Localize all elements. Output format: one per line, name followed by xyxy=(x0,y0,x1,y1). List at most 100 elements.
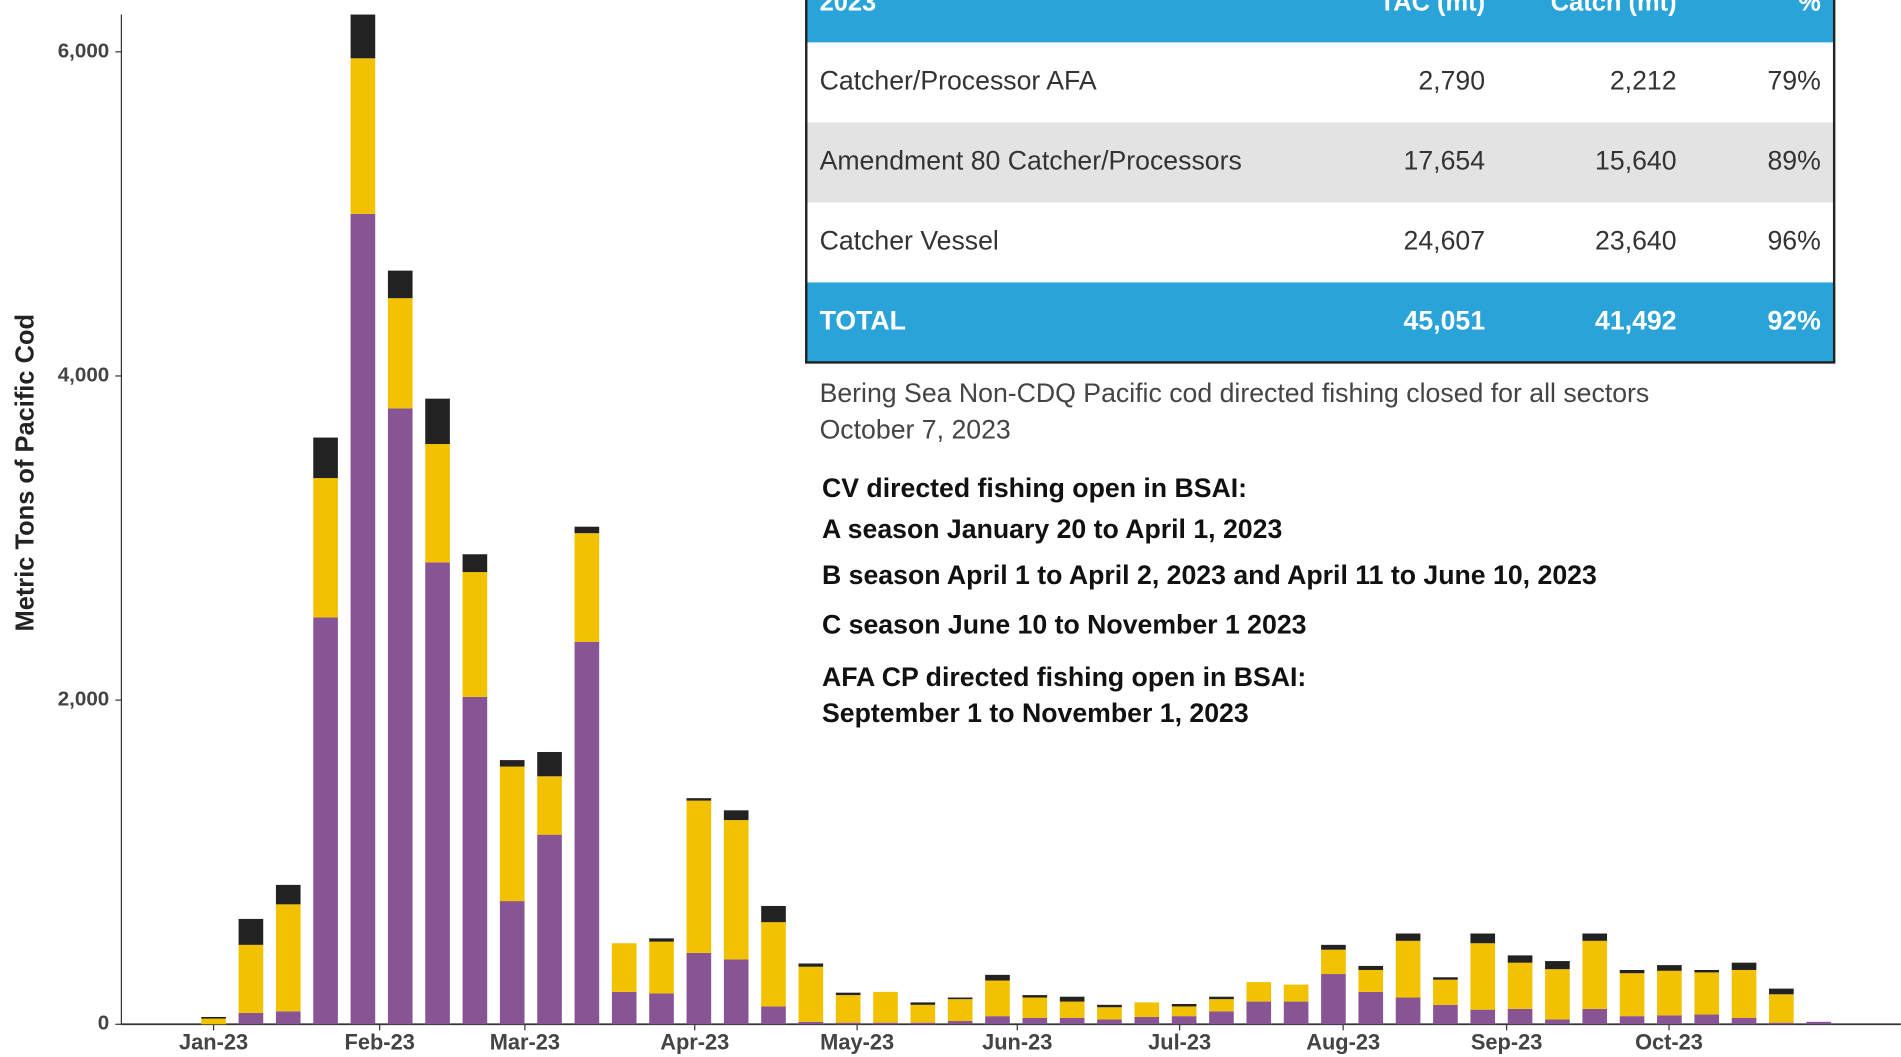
table-cell: Amendment 80 Catcher/Processors xyxy=(820,145,1242,175)
bar-segment xyxy=(238,1012,264,1025)
table-cell: 2,790 xyxy=(1418,65,1485,95)
bar-segment xyxy=(835,1022,861,1025)
table-header-cell: Catch (mt) xyxy=(1551,0,1677,16)
season-line: September 1 to November 1, 2023 xyxy=(822,698,1249,728)
bar-segment xyxy=(1694,972,1720,1015)
bar-segment xyxy=(537,776,562,835)
bar-segment xyxy=(649,993,674,1025)
bar-segment xyxy=(275,1011,301,1025)
table-row-bg xyxy=(806,202,1835,283)
bar-segment xyxy=(761,922,786,1007)
bar-segment xyxy=(1246,982,1272,1002)
bar-segment xyxy=(462,696,488,1025)
bar-segment xyxy=(1694,1014,1720,1025)
table-cell: 2,212 xyxy=(1610,65,1677,95)
bar-segment xyxy=(425,562,450,1025)
bar-segment xyxy=(1209,999,1234,1012)
bar-segment xyxy=(947,997,973,1000)
bar-segment xyxy=(873,1022,898,1025)
bar-segment xyxy=(499,760,525,767)
bar-segment xyxy=(1097,1007,1122,1020)
bar-segment xyxy=(1769,988,1794,995)
bar-segment xyxy=(387,270,413,299)
bar-segment xyxy=(1097,1019,1122,1025)
x-tick-label: Aug-23 xyxy=(1306,1029,1380,1054)
bar-segment xyxy=(574,641,600,1025)
bar-segment xyxy=(1657,970,1682,1016)
bar-segment xyxy=(1395,940,1421,998)
table-cell: Catcher/Processor AFA xyxy=(820,65,1097,95)
table-cell: 79% xyxy=(1767,65,1820,95)
bar-segment xyxy=(1395,933,1421,941)
bar-segment xyxy=(947,1021,973,1025)
bar-segment xyxy=(350,58,376,214)
bar-segment xyxy=(574,533,600,642)
table-cell: 23,640 xyxy=(1595,225,1677,255)
bar-segment xyxy=(1059,1001,1085,1018)
bar-segment xyxy=(425,444,450,563)
bar-segment xyxy=(1806,1021,1832,1025)
table-total-cell: 92% xyxy=(1767,305,1820,335)
bar-segment xyxy=(761,905,786,923)
bar-segment xyxy=(1582,933,1608,941)
bar-segment xyxy=(985,1016,1010,1025)
bar-segment xyxy=(1582,940,1608,1009)
y-tick-label: 6,000 xyxy=(58,39,110,62)
bar-segment xyxy=(462,572,488,697)
bar-segment xyxy=(1731,962,1757,970)
x-tick-label: Jan-23 xyxy=(179,1029,248,1054)
bar-segment xyxy=(1022,997,1048,1018)
bar-segment xyxy=(1619,969,1645,974)
bar-segment xyxy=(238,918,264,945)
bar-segment xyxy=(313,437,338,479)
bar-segment xyxy=(1059,1017,1085,1025)
x-tick-label: Mar-23 xyxy=(490,1029,560,1054)
table-header-cell: % xyxy=(1798,0,1821,16)
bar-segment xyxy=(947,999,973,1022)
bar-segment xyxy=(1769,994,1794,1023)
bar-segment xyxy=(350,213,376,1025)
bar-segment xyxy=(1470,1009,1496,1025)
table-total-cell: TOTAL xyxy=(820,305,906,335)
bar-segment xyxy=(1433,1004,1458,1025)
bar-segment xyxy=(313,478,338,618)
x-tick-label: May-23 xyxy=(820,1029,894,1054)
bar-segment xyxy=(835,995,861,1023)
bar-segment xyxy=(1731,1017,1757,1025)
table-border xyxy=(805,0,1836,364)
bar-segment xyxy=(649,941,674,994)
x-tick-label: Sep-23 xyxy=(1471,1029,1542,1054)
bar-segment xyxy=(350,14,376,59)
x-tick-label: Jun-23 xyxy=(982,1029,1052,1054)
bar-segment xyxy=(686,800,712,953)
season-line: C season June 10 to November 1 2023 xyxy=(822,610,1306,640)
bar-segment xyxy=(1358,991,1384,1025)
bar-segment xyxy=(1283,1001,1309,1025)
bar-segment xyxy=(537,834,562,1025)
bar-segment xyxy=(1358,969,1384,992)
bar-segment xyxy=(1433,977,1458,980)
bar-segment xyxy=(1507,962,1533,1009)
bar-segment xyxy=(1657,1015,1682,1025)
bar-segment xyxy=(686,952,712,1025)
table-cell: 24,607 xyxy=(1404,225,1486,255)
table-cell: 89% xyxy=(1767,145,1820,175)
bar-segment xyxy=(1134,1002,1160,1017)
bar-segment xyxy=(1582,1008,1608,1025)
bar-segment xyxy=(574,526,600,534)
bar-segment xyxy=(1246,1001,1272,1025)
bar-segment xyxy=(313,617,338,1025)
bar-segment xyxy=(462,554,488,573)
bar-segment xyxy=(1321,944,1346,950)
bar-segment xyxy=(387,408,413,1025)
note-line: October 7, 2023 xyxy=(820,415,1011,445)
y-axis-label: Metric Tons of Pacific Cod xyxy=(12,314,40,632)
bar-segment xyxy=(761,1006,786,1025)
bar-segment xyxy=(1209,1011,1234,1025)
bar-segment xyxy=(238,944,264,1013)
bar-segment xyxy=(835,992,861,996)
table-cell: 17,654 xyxy=(1404,145,1486,175)
bar-segment xyxy=(985,974,1010,981)
